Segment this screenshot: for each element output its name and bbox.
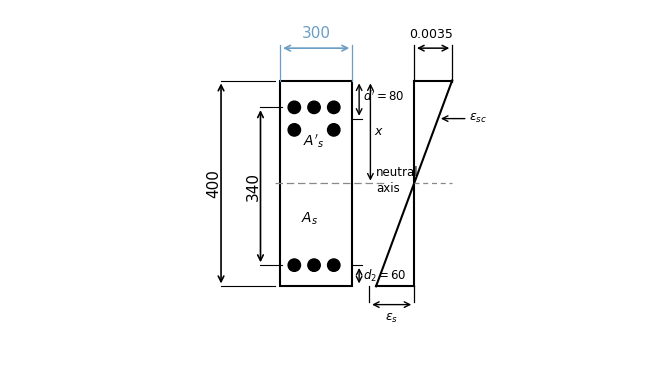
Text: $A'_s$: $A'_s$ [303,132,325,150]
Text: 340: 340 [246,172,261,201]
Circle shape [288,259,301,271]
Text: $\varepsilon_{sc}$: $\varepsilon_{sc}$ [469,112,487,125]
Text: $A_s$: $A_s$ [301,210,319,227]
Text: 300: 300 [302,26,331,41]
Text: neutral: neutral [376,166,419,179]
Text: 400: 400 [207,169,221,198]
Text: $\varepsilon_s$: $\varepsilon_s$ [385,312,398,325]
Text: $x$: $x$ [374,126,384,138]
Circle shape [328,259,340,271]
Circle shape [308,101,321,113]
Circle shape [288,124,301,136]
Text: $d' = 80$: $d' = 80$ [363,90,405,104]
Text: axis: axis [376,182,400,195]
Circle shape [288,101,301,113]
Text: $d_2 = 60$: $d_2 = 60$ [363,268,407,284]
Circle shape [328,101,340,113]
Circle shape [328,124,340,136]
Text: 0.0035: 0.0035 [409,28,453,41]
Circle shape [308,259,321,271]
Bar [280,81,352,286]
